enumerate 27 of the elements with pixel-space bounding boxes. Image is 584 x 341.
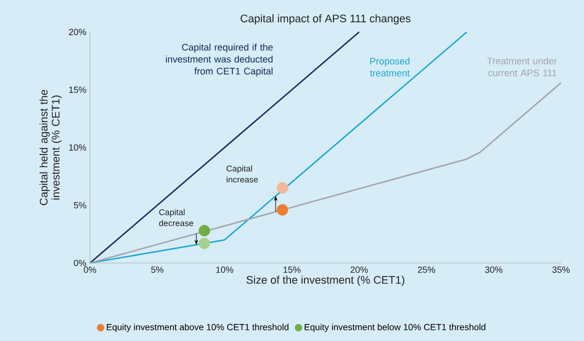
- series-label: Treatment under current APS 111: [487, 57, 557, 76]
- x-tick-label: 10%: [216, 266, 234, 273]
- point: [198, 224, 210, 236]
- text: Capital required if the investment was deducted from CET1 Capital: [166, 44, 273, 76]
- y-tick-label: 10%: [69, 144, 86, 151]
- legend-label: Equity investment above 10% CET1 threshold: [106, 324, 288, 332]
- annotation: Capital decrease: [159, 208, 194, 226]
- x-tick-label: 20%: [350, 266, 368, 273]
- y-tick-label: 15%: [69, 86, 86, 93]
- chart-title: Capital impact of APS 111 changes: [240, 14, 410, 24]
- x-tick-label: 5%: [151, 266, 164, 273]
- point: [276, 204, 288, 216]
- y-tick-label: 20%: [68, 28, 86, 36]
- point: [276, 182, 288, 194]
- annotation: Capital increase: [226, 165, 258, 182]
- y-axis-title: Capital held against the investment (% CET1): [40, 90, 62, 206]
- x-tick-label: 15%: [284, 266, 301, 273]
- series-label: Proposed treatment: [370, 58, 410, 76]
- x-tick-label: 30%: [485, 266, 502, 273]
- point: [198, 238, 210, 250]
- y-tick-label: 0%: [74, 260, 86, 266]
- y-tick-label: 5%: [74, 202, 86, 208]
- legend-label: Equity investment below 10% CET1 threshold: [304, 324, 486, 332]
- x-tick-label: 0%: [84, 266, 96, 273]
- x-tick-label: 35%: [552, 266, 570, 273]
- x-tick-label: 25%: [418, 266, 436, 273]
- x-axis-title: Size of the investment (% CET1): [246, 276, 404, 286]
